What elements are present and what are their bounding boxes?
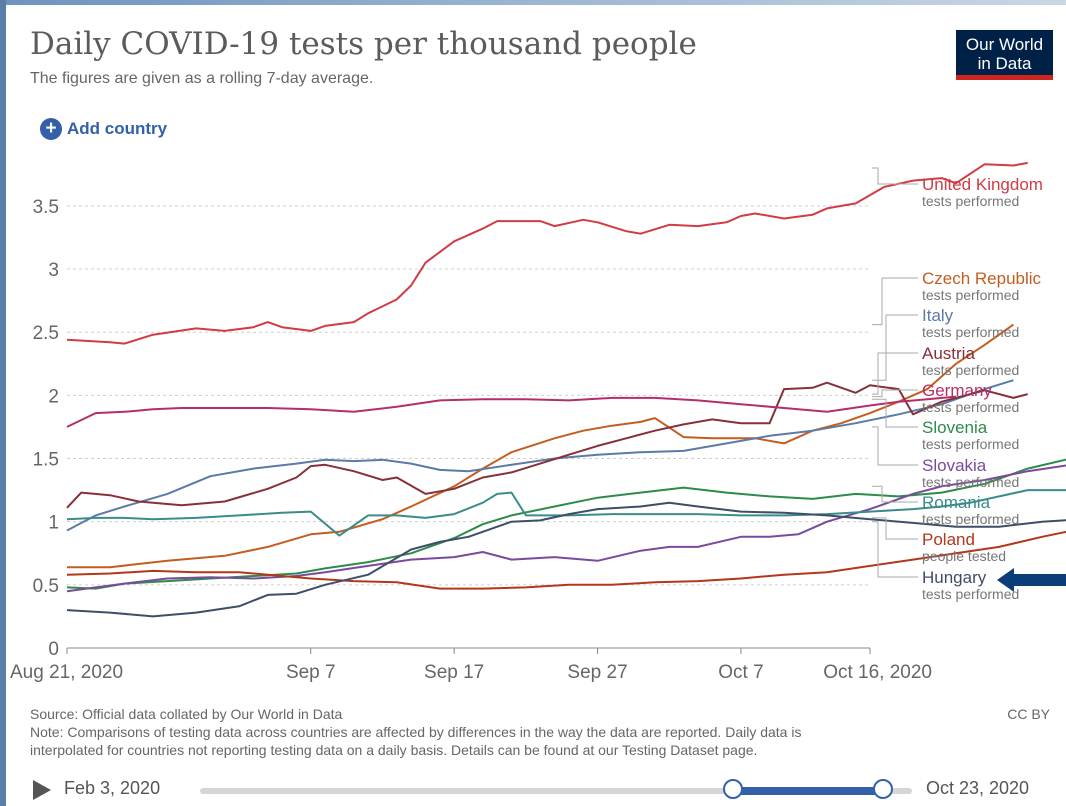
legend-connector (872, 521, 918, 578)
y-tick-label: 3.5 (33, 197, 59, 218)
plus-circle-icon: + (40, 118, 62, 140)
note-line-2: interpolated for countries not reporting… (30, 742, 758, 758)
legend-label: Czech Republic (922, 269, 1042, 288)
x-tick-label: Sep 27 (567, 662, 627, 683)
add-country-label: Add country (67, 119, 168, 138)
legend-metric: tests performed (922, 287, 1019, 303)
logo-line-2: in Data (977, 54, 1032, 73)
source-text: Source: Official data collated by Our Wo… (30, 706, 343, 722)
chart-title: Daily COVID-19 tests per thousand people (30, 26, 697, 62)
grid-layer (67, 205, 870, 586)
legend-connector (872, 277, 918, 326)
owid-logo[interactable]: Our World in Data (956, 30, 1053, 80)
legend-metric: tests performed (922, 474, 1019, 490)
legend-metric: people tested (922, 548, 1006, 564)
series-line-czech-republic (67, 323, 1014, 569)
x-tick-label: Sep 17 (424, 662, 484, 683)
series-line-romania (66, 489, 1066, 537)
legend-connector (872, 485, 918, 503)
legend-label: Slovakia (922, 456, 987, 475)
timeline-slider: Feb 3, 2020 Oct 23, 2020 (0, 770, 1066, 806)
series-line-poland (66, 530, 1066, 590)
legend-label: Italy (922, 306, 954, 325)
chart-subtitle: The figures are given as a rolling 7-day… (30, 70, 374, 87)
axis-layer: 0 0.5 1 1.5 2 2.5 3 3.5 Aug 21, 2020 Sep 7 Sep 17 S… (10, 197, 932, 683)
legend-metric: tests performed (922, 399, 1019, 415)
highlight-arrow-icon (997, 568, 1066, 592)
legend-connector (872, 314, 918, 381)
timeline-start-label: Feb 3, 2020 (64, 778, 161, 798)
legend-label: Poland (922, 530, 975, 549)
series-line-austria (66, 381, 1028, 509)
legend-connector (872, 167, 918, 185)
timeline-end-label: Oct 23, 2020 (926, 778, 1030, 798)
legend-connector (872, 398, 918, 428)
legend-label: United Kingdom (922, 175, 1043, 194)
legend-label: Hungary (922, 568, 987, 587)
logo-stripe (956, 75, 1053, 80)
legend-connector (872, 389, 918, 398)
timeline-end-handle[interactable] (873, 779, 893, 799)
series-line-italy (66, 379, 1014, 532)
legend-label: Romania (922, 493, 991, 512)
add-country-button[interactable]: + Add country (40, 118, 167, 140)
license-link[interactable]: CC BY (1007, 706, 1050, 722)
x-tick-label: Oct 16, 2020 (823, 662, 932, 683)
y-tick-label: 1.5 (33, 450, 59, 471)
y-tick-label: 0.5 (33, 576, 59, 597)
legend-metric: tests performed (922, 324, 1019, 340)
y-tick-label: 3 (48, 260, 59, 281)
window-left-border (0, 0, 6, 806)
series-line-united-kingdom (66, 161, 1028, 345)
legend-label: Germany (922, 381, 992, 400)
legend-metric: tests performed (922, 436, 1019, 452)
legend-connector (872, 352, 918, 395)
legend-metric: tests performed (922, 193, 1019, 209)
series-line-hungary (66, 501, 1066, 618)
y-tick-label: 2.5 (33, 323, 59, 344)
timeline-track[interactable] (200, 788, 912, 794)
legend-label: Slovenia (922, 418, 988, 437)
play-icon[interactable] (33, 780, 51, 800)
series-line-germany (66, 395, 957, 428)
line-chart: 0 0.5 1 1.5 2 2.5 3 3.5 Aug 21, 2020 Sep 7 Sep 17 S… (10, 161, 1066, 683)
series-line-slovenia (66, 458, 1066, 590)
x-tick-label: Oct 7 (718, 662, 763, 683)
x-tick-label: Aug 21, 2020 (10, 662, 123, 683)
y-tick-label: 1 (48, 513, 59, 534)
window-top-border (0, 0, 1066, 5)
timeline-start-handle[interactable] (723, 779, 743, 799)
y-tick-label: 0 (48, 639, 59, 660)
logo-line-1: Our World (965, 35, 1044, 54)
series-layer (66, 161, 1066, 618)
legend-metric: tests performed (922, 586, 1019, 602)
legend-connector (872, 426, 918, 466)
x-tick-label: Sep 7 (286, 662, 336, 683)
legend-label: Austria (922, 344, 975, 363)
legend-connector (872, 517, 918, 540)
timeline-selected-range (733, 787, 883, 795)
legend-metric: tests performed (922, 362, 1019, 378)
y-tick-label: 2 (48, 386, 59, 407)
note-line-1: Note: Comparisons of testing data across… (30, 724, 802, 740)
series-line-slovakia (66, 464, 1066, 593)
legend-metric: tests performed (922, 511, 1019, 527)
